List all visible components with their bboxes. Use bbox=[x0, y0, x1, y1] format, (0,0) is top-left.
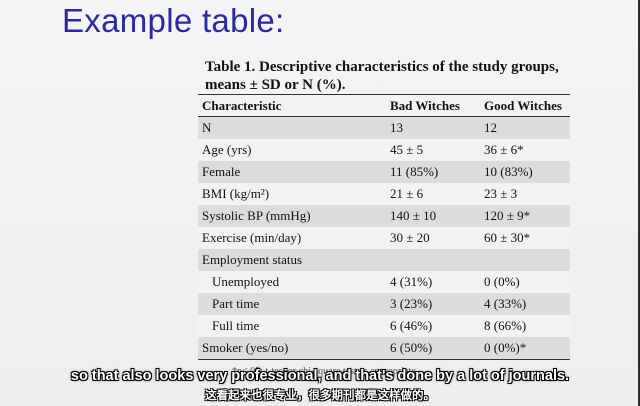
table-row: BMI (kg/m²) 21 ± 6 23 ± 3 bbox=[198, 183, 570, 205]
row-good-witches-value bbox=[480, 249, 570, 271]
row-label: Employment status bbox=[198, 249, 386, 271]
row-good-witches-value: 8 (66%) bbox=[480, 315, 570, 337]
table-row: Smoker (yes/no) 6 (50%) 0 (0%)* bbox=[198, 337, 570, 360]
row-label: N bbox=[198, 116, 386, 139]
row-good-witches-value: 36 ± 6* bbox=[480, 139, 570, 161]
row-bad-witches-value: 11 (85%) bbox=[386, 161, 480, 183]
subtitle-chinese: 这看起来也很专业，很多期刊都是这样做的。 bbox=[205, 388, 435, 402]
row-bad-witches-value: 6 (50%) bbox=[386, 337, 480, 360]
header-good-witches: Good Witches bbox=[480, 94, 570, 117]
row-bad-witches-value: 6 (46%) bbox=[386, 315, 480, 337]
header-bad-witches: Bad Witches bbox=[386, 94, 480, 117]
row-bad-witches-value: 13 bbox=[386, 116, 480, 139]
row-bad-witches-value: 140 ± 10 bbox=[386, 205, 480, 227]
table-row: Part time 3 (23%) 4 (33%) bbox=[198, 293, 570, 315]
slide-title: Example table: bbox=[62, 2, 285, 39]
row-good-witches-value: 4 (33%) bbox=[480, 293, 570, 315]
table-footnote: *p<.05; t-test or chi-square test as app… bbox=[232, 366, 419, 377]
row-good-witches-value: 0 (0%) bbox=[480, 271, 570, 293]
row-good-witches-value: 23 ± 3 bbox=[480, 183, 570, 205]
header-characteristic: Characteristic bbox=[198, 94, 386, 117]
table-row: Employment status bbox=[198, 249, 570, 271]
row-good-witches-value: 10 (83%) bbox=[480, 161, 570, 183]
row-bad-witches-value bbox=[386, 249, 480, 271]
table-row: Systolic BP (mmHg) 140 ± 10 120 ± 9* bbox=[198, 205, 570, 227]
row-bad-witches-value: 21 ± 6 bbox=[386, 183, 480, 205]
row-label: Systolic BP (mmHg) bbox=[198, 205, 386, 227]
row-label: BMI (kg/m²) bbox=[198, 183, 386, 205]
row-bad-witches-value: 30 ± 20 bbox=[386, 227, 480, 249]
row-bad-witches-value: 3 (23%) bbox=[386, 293, 480, 315]
row-label: Age (yrs) bbox=[198, 139, 386, 161]
table-row: N 13 12 bbox=[198, 116, 570, 139]
row-good-witches-value: 120 ± 9* bbox=[480, 205, 570, 227]
row-bad-witches-value: 4 (31%) bbox=[386, 271, 480, 293]
descriptive-table: Characteristic Bad Witches Good Witches … bbox=[198, 94, 570, 360]
row-good-witches-value: 60 ± 30* bbox=[480, 227, 570, 249]
row-label: Exercise (min/day) bbox=[198, 227, 386, 249]
table-header-row: Characteristic Bad Witches Good Witches bbox=[198, 94, 570, 117]
row-label: Unemployed bbox=[198, 271, 386, 293]
table-caption: Table 1. Descriptive characteristics of … bbox=[205, 58, 585, 94]
row-label: Part time bbox=[198, 293, 386, 315]
row-label: Full time bbox=[198, 315, 386, 337]
row-good-witches-value: 12 bbox=[480, 116, 570, 139]
table-row: Unemployed 4 (31%) 0 (0%) bbox=[198, 271, 570, 293]
table-row: Age (yrs) 45 ± 5 36 ± 6* bbox=[198, 139, 570, 161]
table-row: Exercise (min/day) 30 ± 20 60 ± 30* bbox=[198, 227, 570, 249]
row-label: Smoker (yes/no) bbox=[198, 337, 386, 360]
row-label: Female bbox=[198, 161, 386, 183]
table-row: Female 11 (85%) 10 (83%) bbox=[198, 161, 570, 183]
subtitle-english: so that also looks very professional, an… bbox=[70, 368, 570, 384]
table-row: Full time 6 (46%) 8 (66%) bbox=[198, 315, 570, 337]
row-good-witches-value: 0 (0%)* bbox=[480, 337, 570, 360]
table-caption-line2: means ± SD or N (%). bbox=[205, 77, 346, 93]
table-caption-line1: Table 1. Descriptive characteristics of … bbox=[205, 59, 559, 75]
row-bad-witches-value: 45 ± 5 bbox=[386, 139, 480, 161]
